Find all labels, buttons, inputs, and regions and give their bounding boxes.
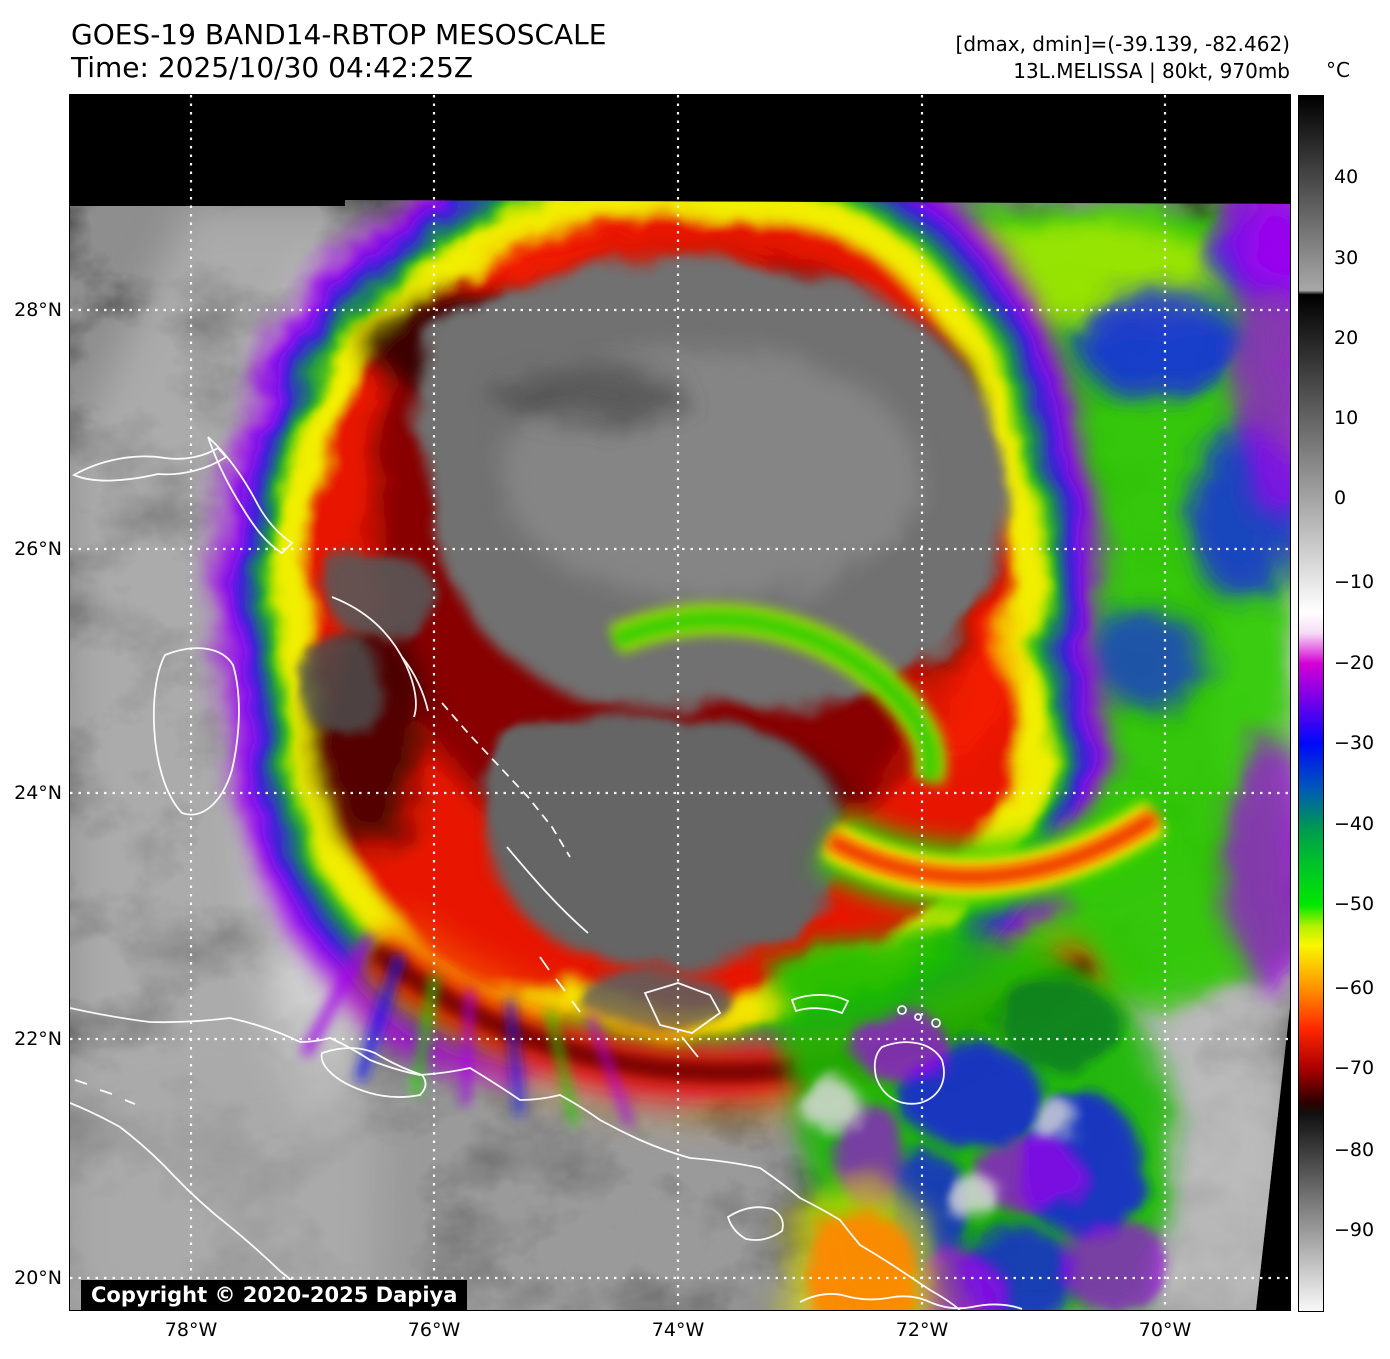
colorbar-tick: −70 (1334, 1057, 1375, 1079)
coastline-andros (152, 647, 240, 816)
southern-convection (770, 930, 1174, 1310)
colorbar-tick: 10 (1334, 407, 1359, 429)
temperature-colorbar (1298, 95, 1324, 1312)
coastlines (70, 436, 1023, 1310)
colorbar-tick: −20 (1334, 652, 1375, 674)
dmax-dmin-readout: [dmax, dmin]=(-39.139, -82.462) (955, 32, 1290, 56)
colorbar-tick: −30 (1334, 732, 1375, 754)
coastline-cuba-west (70, 1102, 326, 1310)
lon-label: 76°W (407, 1319, 461, 1341)
coastline-crooked-acklins (643, 982, 722, 1058)
lon-label: 72°W (895, 1319, 949, 1341)
colorbar-tick: −50 (1334, 893, 1375, 915)
scan-data-region (70, 200, 1290, 1310)
cold-overcast-gray (298, 256, 1006, 1030)
storm-info: 13L.MELISSA | 80kt, 970mb (1013, 59, 1290, 83)
header-right: [dmax, dmin]=(-39.139, -82.462) 13L.MELI… (956, 31, 1290, 85)
colorbar-tick: 30 (1334, 247, 1359, 269)
colorbar-tick: −60 (1334, 977, 1375, 999)
coastline-haiti-nw (726, 1206, 784, 1241)
coastline-long-island (506, 846, 589, 934)
lat-label: 22°N (14, 1028, 62, 1050)
coastline-ragged (539, 956, 581, 1013)
lon-label: 78°W (164, 1319, 218, 1341)
lat-label: 28°N (14, 299, 62, 321)
colorbar-tick: 40 (1334, 166, 1359, 188)
lon-label: 74°W (651, 1319, 705, 1341)
coastline-cuba-spur (320, 1047, 427, 1098)
product-title: GOES-19 BAND14-RBTOP MESOSCALE (71, 18, 607, 51)
coastline-eleuthera (331, 596, 417, 718)
coastline-mayaguana (790, 993, 850, 1015)
coastline-exuma (441, 702, 571, 858)
coastline-cat-island (401, 656, 429, 712)
coastline-hispaniola-north (799, 1293, 1023, 1310)
lon-label: 70°W (1138, 1319, 1192, 1341)
colorbar-unit-label: °C (1326, 58, 1350, 82)
colorbar-tick: −10 (1334, 571, 1375, 593)
colorbar-tick: −40 (1334, 813, 1375, 835)
coastline-inagua (873, 1041, 945, 1105)
lat-label: 26°N (14, 538, 62, 560)
colorbar-tick: 0 (1334, 487, 1347, 509)
lat-label: 20°N (14, 1267, 62, 1289)
colorbar-tick: 20 (1334, 327, 1359, 349)
lat-label: 24°N (14, 782, 62, 804)
satellite-map (69, 94, 1291, 1311)
gridlines (70, 95, 1290, 1310)
colorbar-tick: −90 (1334, 1219, 1375, 1241)
coastline-abaco (207, 436, 294, 555)
coastline-turks-1 (897, 1005, 907, 1015)
coastline-cays (74, 1079, 136, 1105)
copyright-badge: Copyright © 2020-2025 Dapiya (81, 1280, 468, 1311)
coastline-cuba-north (70, 1007, 961, 1310)
colorbar-tick: −80 (1334, 1139, 1375, 1161)
coastline-turks-2 (914, 1013, 922, 1021)
timestamp: Time: 2025/10/30 04:42:25Z (71, 51, 474, 84)
coastline-turks-3 (931, 1018, 941, 1028)
